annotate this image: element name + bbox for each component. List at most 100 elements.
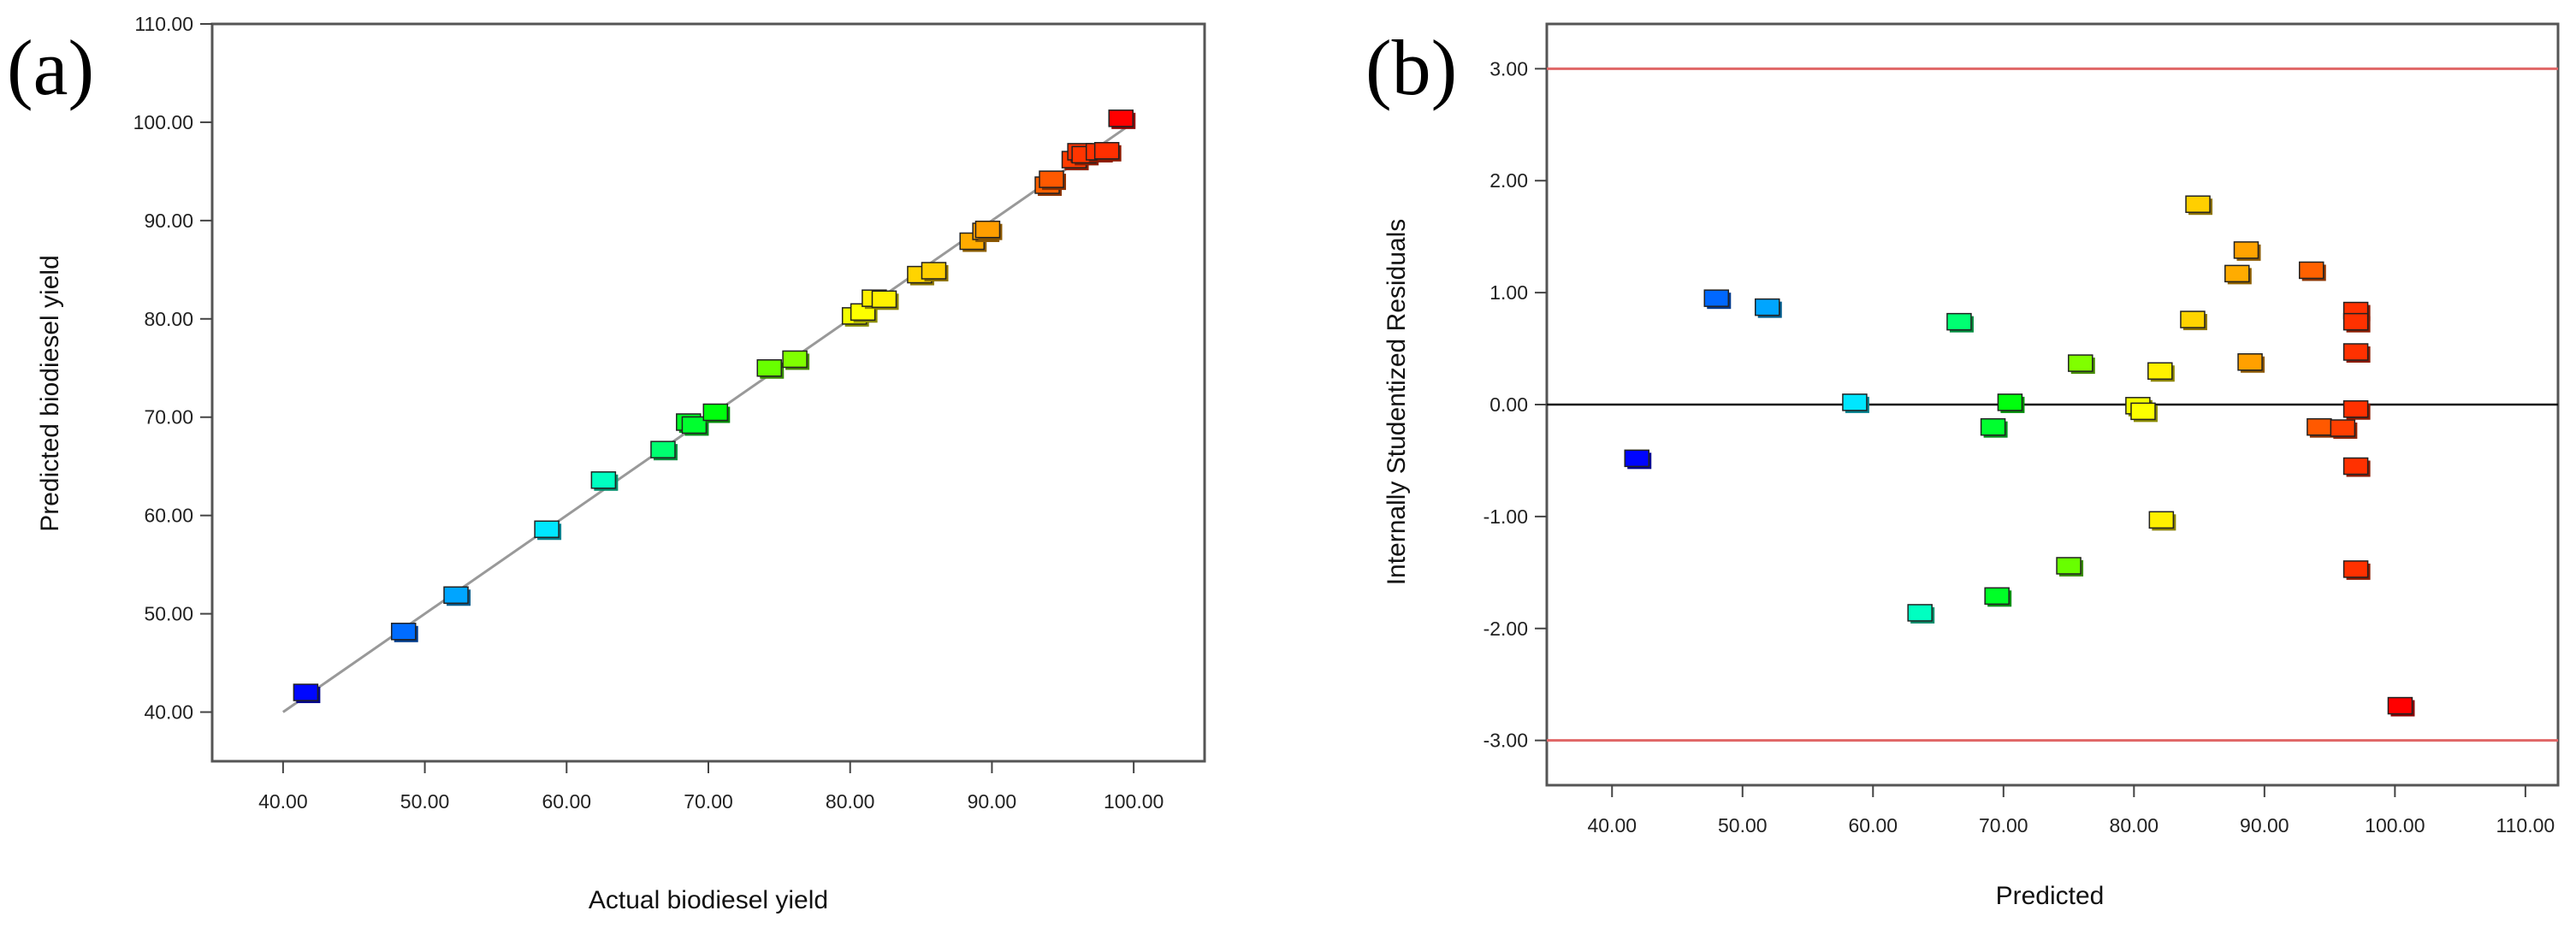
data-point bbox=[2342, 457, 2371, 477]
data-point bbox=[1703, 289, 1732, 310]
point-marker bbox=[1907, 604, 1933, 622]
data-point bbox=[871, 290, 899, 310]
x-tick-label: 50.00 bbox=[1718, 814, 1768, 837]
point-marker bbox=[2298, 261, 2324, 280]
data-point bbox=[702, 403, 731, 423]
point-marker bbox=[1093, 142, 1120, 160]
data-point bbox=[2307, 417, 2334, 438]
data-point bbox=[1039, 170, 1067, 191]
point-marker bbox=[2342, 312, 2369, 331]
point-marker bbox=[2148, 511, 2175, 529]
point-marker bbox=[702, 403, 729, 422]
point-marker bbox=[443, 586, 469, 605]
y-tick-label: 100.00 bbox=[133, 111, 193, 133]
plot-b-ticks: 40.00 50.00 60.00 70.00 80.00 90.00 100.00 110.… bbox=[1483, 57, 2555, 837]
point-marker bbox=[1703, 289, 1730, 307]
x-tick-label: 70.00 bbox=[684, 790, 733, 813]
data-point bbox=[650, 440, 678, 461]
point-marker bbox=[2147, 362, 2173, 380]
panel-a: (a) 40.00 50.00 60.00 70.00 80.00 90.00 100.00… bbox=[7, 13, 1206, 914]
data-point bbox=[590, 471, 619, 491]
point-marker bbox=[921, 262, 947, 280]
point-marker bbox=[534, 520, 560, 539]
plot-a-points bbox=[293, 109, 1136, 704]
point-marker bbox=[650, 440, 676, 458]
x-tick-label: 100.00 bbox=[2365, 814, 2425, 837]
point-marker bbox=[2130, 402, 2156, 421]
data-point bbox=[2233, 241, 2261, 261]
plot-a-ticks: 40.00 50.00 60.00 70.00 80.00 90.00 100.00 40.0… bbox=[133, 13, 1164, 813]
point-marker bbox=[2330, 419, 2356, 437]
data-point bbox=[2342, 560, 2371, 580]
point-marker bbox=[390, 623, 417, 641]
point-marker bbox=[681, 416, 708, 435]
point-marker bbox=[2056, 557, 2082, 575]
x-tick-label: 110.00 bbox=[2496, 814, 2555, 837]
data-point bbox=[1108, 109, 1136, 129]
x-tick-label: 40.00 bbox=[258, 790, 308, 813]
point-marker bbox=[2342, 399, 2369, 418]
panel-b-label: (b) bbox=[1365, 24, 1457, 111]
data-point bbox=[2342, 312, 2371, 333]
data-point bbox=[2068, 354, 2095, 375]
y-tick-label: 70.00 bbox=[144, 406, 193, 429]
data-point bbox=[1946, 312, 1974, 333]
point-marker bbox=[2387, 696, 2413, 715]
x-tick-label: 80.00 bbox=[2110, 814, 2159, 837]
y-tick-label: -2.00 bbox=[1483, 618, 1528, 640]
y-tick-label: -3.00 bbox=[1483, 730, 1528, 752]
data-point bbox=[2130, 402, 2158, 423]
data-point bbox=[681, 416, 709, 436]
data-point bbox=[293, 683, 321, 704]
data-point bbox=[1624, 449, 1652, 470]
y-tick-label: 2.00 bbox=[1489, 169, 1528, 192]
point-marker bbox=[590, 471, 617, 489]
y-tick-label: 60.00 bbox=[144, 505, 193, 527]
x-tick-label: 60.00 bbox=[1849, 814, 1898, 837]
point-marker bbox=[1039, 170, 1064, 188]
data-point bbox=[2387, 696, 2415, 717]
x-tick-label: 90.00 bbox=[968, 790, 1017, 813]
data-point bbox=[756, 359, 785, 379]
plot-a-frame bbox=[210, 22, 1206, 763]
x-tick-label: 90.00 bbox=[2240, 814, 2289, 837]
data-point bbox=[1980, 417, 2008, 438]
data-point bbox=[1984, 587, 2012, 607]
data-point bbox=[2342, 399, 2371, 420]
data-point bbox=[782, 350, 810, 370]
y-tick-label: 90.00 bbox=[144, 210, 193, 232]
data-point bbox=[1093, 142, 1122, 162]
data-point bbox=[2148, 511, 2176, 531]
point-marker bbox=[1946, 312, 1972, 331]
data-point bbox=[1842, 393, 1869, 413]
y-tick-label: 3.00 bbox=[1489, 57, 1528, 80]
point-marker bbox=[871, 290, 897, 309]
data-point bbox=[2056, 557, 2084, 576]
data-point bbox=[2147, 362, 2175, 382]
point-marker bbox=[2224, 264, 2250, 283]
data-point bbox=[2185, 195, 2213, 216]
plot-a-x-axis-title: Actual biodiesel yield bbox=[589, 886, 828, 914]
plot-b-y-axis-title: Internally Studentized Residuals bbox=[1383, 219, 1411, 586]
point-marker bbox=[1624, 449, 1649, 468]
point-marker bbox=[1842, 393, 1868, 411]
point-marker bbox=[1108, 109, 1134, 127]
y-tick-label: 1.00 bbox=[1489, 281, 1528, 304]
data-point bbox=[2237, 353, 2265, 373]
plot-b-points bbox=[1624, 195, 2415, 717]
x-tick-label: 60.00 bbox=[542, 790, 592, 813]
plot-a-y-axis-title: Predicted biodiesel yield bbox=[36, 255, 64, 532]
data-point bbox=[443, 586, 471, 606]
point-marker bbox=[293, 683, 319, 701]
point-marker bbox=[2233, 241, 2259, 259]
data-point bbox=[1755, 298, 1782, 318]
data-point bbox=[1907, 604, 1935, 624]
x-tick-label: 100.00 bbox=[1104, 790, 1164, 813]
x-tick-label: 80.00 bbox=[826, 790, 875, 813]
point-marker bbox=[2307, 417, 2332, 436]
point-marker bbox=[756, 359, 783, 377]
data-point bbox=[2224, 264, 2252, 285]
y-tick-label: 50.00 bbox=[144, 603, 193, 625]
point-marker bbox=[2180, 310, 2206, 328]
